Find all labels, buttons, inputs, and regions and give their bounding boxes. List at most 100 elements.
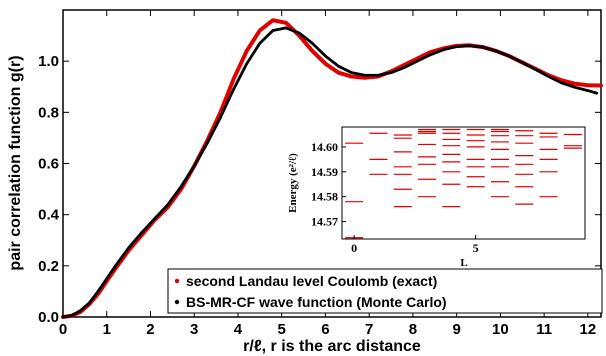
inset-y-axis-label: Energy (e²/ℓ)	[287, 153, 299, 213]
y-tick-label: 1.0	[38, 53, 59, 70]
data-point	[231, 77, 236, 81]
data-point	[389, 71, 393, 74]
data-point	[114, 264, 117, 268]
data-point	[350, 74, 354, 79]
data-point	[507, 54, 511, 58]
data-point	[219, 116, 222, 119]
data-point	[87, 301, 91, 305]
data-point	[363, 73, 367, 77]
x-tick-label: 2	[146, 321, 154, 338]
data-point	[560, 81, 563, 85]
legend-label-exact: second Landau level Coulomb (exact)	[186, 273, 437, 289]
data-point	[586, 83, 590, 87]
data-point	[153, 217, 157, 220]
data-point	[481, 45, 485, 49]
inset-x-tick-label: 5	[473, 241, 479, 255]
x-tick-label: 1	[103, 321, 111, 338]
data-point	[494, 49, 498, 53]
x-tick-label: 11	[536, 321, 552, 338]
data-point	[415, 59, 419, 63]
inset-y-tick-label: 14.59	[311, 165, 338, 179]
series-monte-carlo-line	[61, 26, 599, 319]
x-tick-label: 9	[452, 321, 460, 338]
main-series-layer	[61, 18, 603, 319]
data-point	[284, 21, 288, 25]
data-point	[573, 82, 577, 86]
inset-levels-layer	[345, 128, 582, 239]
data-point	[258, 28, 262, 33]
data-point	[310, 49, 314, 53]
data-point	[376, 73, 380, 77]
y-tick-label: 0.0	[38, 309, 59, 326]
data-point	[547, 75, 550, 78]
y-tick-label: 0.8	[38, 104, 59, 121]
data-point	[232, 88, 235, 91]
data-point	[599, 83, 603, 88]
data-point	[429, 53, 432, 57]
main-x-ticks: 0 1 2 3 4 5 6 7 8 9 10 11 12	[59, 10, 596, 338]
data-point	[337, 64, 340, 68]
data-point	[324, 54, 327, 58]
data-point	[206, 141, 209, 145]
data-point	[258, 41, 262, 45]
y-tick-label: 0.2	[38, 258, 59, 275]
data-point	[284, 26, 288, 30]
data-point	[79, 309, 82, 312]
y-tick-label: 0.4	[38, 207, 60, 224]
data-point	[70, 314, 74, 317]
data-point	[350, 71, 353, 74]
main-y-axis-label: pair correlation function g(r)	[7, 55, 24, 270]
data-point	[402, 66, 406, 69]
data-point	[245, 49, 249, 53]
data-point	[595, 91, 598, 95]
x-tick-label: 6	[321, 321, 329, 338]
x-tick-label: 0	[59, 321, 67, 338]
data-point	[520, 61, 524, 64]
inset-y-ticks: 14.57 14.58 14.59 14.60	[311, 140, 346, 229]
x-tick-label: 4	[234, 321, 243, 338]
data-point	[179, 185, 183, 188]
inset-x-tick-label: 0	[351, 241, 357, 255]
data-point	[297, 31, 301, 35]
data-point	[271, 18, 275, 22]
data-point	[96, 290, 100, 293]
data-point	[192, 164, 196, 168]
x-tick-label: 8	[409, 321, 417, 338]
inset-y-tick-label: 14.58	[311, 190, 338, 204]
inset-y-tick-label: 14.60	[311, 140, 338, 154]
x-tick-label: 5	[278, 321, 286, 338]
data-point	[311, 41, 314, 45]
x-tick-label: 3	[190, 321, 198, 338]
data-point	[127, 246, 130, 250]
x-tick-label: 12	[580, 321, 597, 338]
data-point	[363, 76, 367, 80]
data-point	[586, 89, 590, 92]
data-point	[105, 277, 109, 280]
inset-y-tick-label: 14.57	[311, 215, 338, 229]
data-point	[271, 29, 275, 32]
y-tick-label: 0.6	[38, 156, 59, 173]
x-tick-label: 7	[365, 321, 373, 338]
main-x-axis-label: r/ℓ, r is the arc distance	[243, 338, 421, 355]
inset-plot-frame	[341, 126, 586, 240]
legend: second Landau level Coulomb (exact) BS-M…	[167, 268, 603, 314]
data-point	[245, 62, 249, 66]
legend-label-monte-carlo: BS-MR-CF wave function (Monte Carlo)	[186, 294, 447, 310]
data-point	[442, 48, 445, 51]
inset-x-axis-label: L	[460, 257, 467, 269]
data-point	[573, 85, 577, 89]
data-point	[455, 45, 458, 48]
legend-box	[167, 268, 603, 314]
main-y-ticks: 0.0 0.2 0.4 0.6 0.8 1.0	[38, 53, 601, 326]
data-point	[323, 62, 328, 66]
data-point	[468, 44, 472, 48]
legend-marker-exact	[174, 278, 180, 284]
legend-marker-monte-carlo	[174, 299, 180, 305]
data-point	[140, 231, 144, 234]
data-point	[336, 71, 341, 75]
x-tick-label: 10	[492, 321, 509, 338]
data-point	[166, 203, 170, 206]
